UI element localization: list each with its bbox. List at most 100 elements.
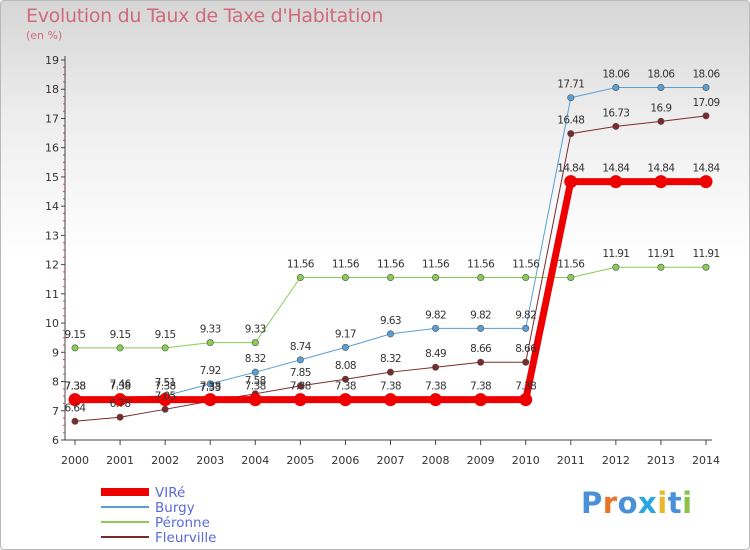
data-label: 16.73 bbox=[602, 107, 629, 119]
data-label: 18.06 bbox=[692, 68, 720, 80]
data-label: 7.38 bbox=[200, 381, 221, 393]
data-point bbox=[251, 339, 259, 347]
x-tick-label: 2000 bbox=[61, 454, 89, 467]
data-label: 14.84 bbox=[557, 163, 585, 175]
data-point bbox=[477, 324, 485, 332]
data-label: 7.46 bbox=[110, 378, 132, 390]
x-tick-label: 2010 bbox=[512, 454, 540, 467]
y-tick-label: 11 bbox=[45, 288, 59, 301]
data-point bbox=[338, 393, 352, 407]
data-point bbox=[206, 380, 214, 388]
data-point bbox=[203, 393, 217, 407]
data-point bbox=[432, 363, 440, 371]
data-point bbox=[702, 112, 710, 120]
data-label: 7.58 bbox=[245, 375, 266, 387]
data-label: 11.91 bbox=[602, 248, 629, 260]
data-point bbox=[341, 375, 349, 383]
data-point bbox=[161, 344, 169, 352]
y-tick-label: 15 bbox=[45, 171, 59, 184]
x-tick-label: 2011 bbox=[557, 454, 585, 467]
data-point bbox=[158, 393, 172, 407]
x-tick-label: 2009 bbox=[467, 454, 495, 467]
legend-label: Péronne bbox=[155, 515, 210, 531]
data-label: 8.66 bbox=[515, 343, 537, 355]
data-label: 7.38 bbox=[245, 381, 266, 393]
data-point bbox=[116, 413, 124, 421]
chart-title: Evolution du Taux de Taxe d'Habitation bbox=[26, 5, 384, 27]
data-point bbox=[567, 273, 575, 281]
series-line-viré bbox=[71, 178, 710, 404]
data-point bbox=[699, 175, 713, 189]
data-point bbox=[657, 117, 665, 125]
data-label: 9.17 bbox=[335, 328, 356, 340]
x-tick-label: 2014 bbox=[692, 454, 720, 467]
data-point bbox=[657, 263, 665, 271]
data-label: 11.56 bbox=[557, 258, 585, 270]
data-point bbox=[71, 417, 79, 425]
data-point bbox=[384, 393, 397, 407]
data-point bbox=[386, 368, 394, 376]
data-point bbox=[296, 356, 304, 364]
data-label: 7.38 bbox=[380, 381, 401, 393]
data-point bbox=[206, 339, 214, 347]
data-label: 9.33 bbox=[200, 324, 221, 336]
data-label: 7.38 bbox=[65, 381, 86, 393]
data-point bbox=[519, 393, 533, 407]
data-point bbox=[702, 83, 710, 91]
data-label: 8.74 bbox=[290, 341, 312, 353]
data-label: 9.15 bbox=[110, 329, 131, 341]
data-point bbox=[522, 273, 530, 281]
y-tick-label: 18 bbox=[45, 83, 59, 96]
data-label: 7.38 bbox=[515, 381, 536, 393]
data-point bbox=[429, 393, 443, 407]
data-point bbox=[609, 175, 623, 189]
y-tick-label: 6 bbox=[52, 434, 59, 447]
data-label: 7.92 bbox=[200, 365, 221, 377]
x-tick-label: 2004 bbox=[241, 454, 269, 467]
data-label: 7.38 bbox=[335, 381, 356, 393]
data-label: 11.56 bbox=[332, 258, 360, 270]
data-label: 11.56 bbox=[467, 258, 495, 270]
data-label: 9.15 bbox=[65, 329, 86, 341]
data-label: 9.82 bbox=[470, 309, 491, 321]
y-tick-label: 12 bbox=[45, 259, 59, 272]
data-point bbox=[296, 273, 304, 281]
x-tick-label: 2005 bbox=[286, 454, 314, 467]
data-label: 9.33 bbox=[245, 324, 266, 336]
legend-label: VIRé bbox=[155, 485, 185, 501]
y-tick-label: 17 bbox=[45, 112, 59, 125]
data-point bbox=[477, 358, 485, 366]
data-label: 9.63 bbox=[380, 315, 401, 327]
y-tick-label: 9 bbox=[52, 346, 59, 359]
data-label: 7.38 bbox=[425, 381, 446, 393]
logo-letter: i bbox=[657, 486, 668, 520]
data-label: 16.9 bbox=[650, 102, 671, 114]
data-point bbox=[296, 382, 304, 390]
data-label: 7.85 bbox=[290, 367, 311, 379]
y-tick-label: 14 bbox=[45, 200, 59, 213]
data-label: 8.66 bbox=[470, 343, 492, 355]
data-point bbox=[474, 393, 488, 407]
data-label: 8.32 bbox=[380, 353, 401, 365]
x-tick-label: 2008 bbox=[422, 454, 450, 467]
data-label: 18.06 bbox=[602, 68, 630, 80]
data-point bbox=[567, 130, 575, 138]
data-label: 11.91 bbox=[647, 248, 674, 260]
data-label: 7.38 bbox=[290, 381, 311, 393]
data-point bbox=[522, 324, 530, 332]
data-point bbox=[612, 83, 620, 91]
data-point bbox=[612, 263, 620, 271]
logo-letter: P bbox=[581, 486, 603, 520]
y-tick-label: 16 bbox=[45, 142, 59, 155]
data-label: 7.38 bbox=[470, 381, 491, 393]
x-tick-label: 2007 bbox=[377, 454, 405, 467]
data-label: 7.51 bbox=[155, 377, 176, 389]
data-point bbox=[251, 368, 259, 376]
data-label: 11.56 bbox=[287, 258, 315, 270]
data-point bbox=[161, 405, 169, 413]
data-label: 6.78 bbox=[110, 398, 131, 410]
legend-label: Fleurville bbox=[155, 530, 216, 546]
data-label: 7.05 bbox=[155, 390, 176, 402]
data-point bbox=[612, 122, 620, 130]
data-label: 14.84 bbox=[647, 163, 675, 175]
